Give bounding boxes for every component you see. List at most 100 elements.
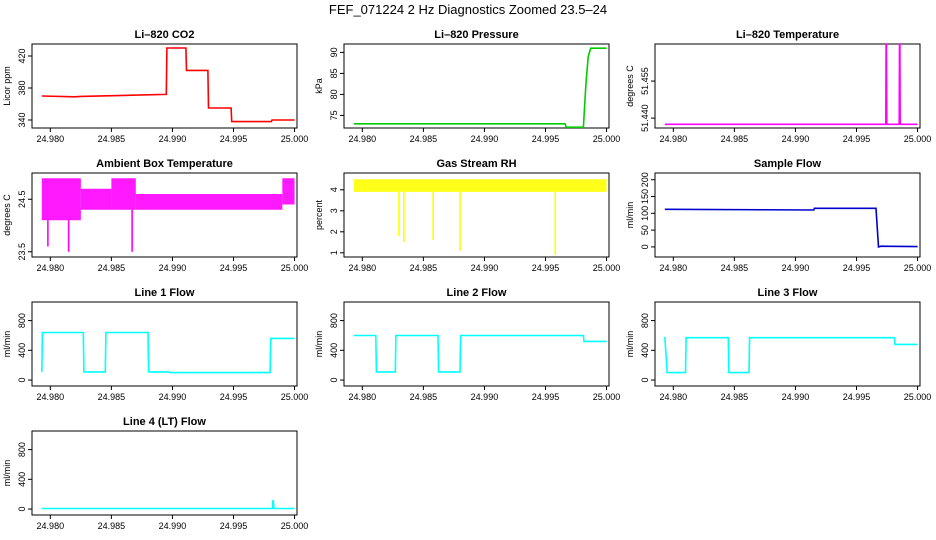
y-tick-label: 85 (329, 68, 339, 78)
y-axis-label: ml/min (2, 331, 12, 358)
series-line (41, 47, 295, 123)
y-tick-label: 51.455 (640, 67, 650, 95)
y-tick-label: 51.440 (640, 104, 650, 132)
x-tick-label: 24.980 (37, 263, 65, 273)
x-tick-label: 24.995 (220, 263, 248, 273)
x-tick-label: 25.000 (904, 134, 932, 144)
x-tick-label: 24.980 (349, 392, 377, 402)
plot-frame (31, 43, 298, 129)
x-tick-label: 24.980 (660, 263, 688, 273)
x-tick-label: 24.995 (843, 392, 871, 402)
x-tick-label: 24.985 (98, 134, 126, 144)
x-tick-label: 24.995 (532, 263, 560, 273)
y-axis-label: Licor ppm (2, 66, 12, 106)
y-axis-label: ml/min (2, 460, 12, 487)
y-tick-label: 1 (329, 250, 339, 255)
x-tick-label: 25.000 (593, 392, 621, 402)
y-tick-label: 75 (329, 110, 339, 120)
x-tick-label: 25.000 (593, 134, 621, 144)
plot-frame (343, 172, 610, 258)
x-tick-label: 24.990 (159, 263, 187, 273)
chart-panel: Line 1 Flow ml/min 24.980 24.985 24.990 24.99… (2, 287, 308, 402)
x-tick-label: 24.990 (471, 134, 499, 144)
chart-title: Sample Flow (754, 158, 822, 170)
x-tick-label: 25.000 (593, 263, 621, 273)
y-tick-label: 24.5 (17, 190, 27, 208)
y-tick-label: 200 (640, 172, 650, 187)
y-tick-label: 50 (640, 225, 650, 235)
y-tick-label: 340 (17, 112, 27, 127)
y-axis-label: ml/min (625, 331, 635, 358)
x-tick-label: 24.985 (98, 521, 126, 531)
chart-title: Line 4 (LT) Flow (123, 416, 206, 428)
x-tick-label: 24.985 (721, 392, 749, 402)
series-band (353, 179, 607, 192)
y-tick-label: 400 (329, 343, 339, 358)
x-tick-label: 24.995 (843, 134, 871, 144)
y-tick-label: 420 (17, 48, 27, 63)
series-line (664, 207, 918, 248)
y-tick-label: 0 (17, 378, 27, 383)
x-tick-label: 24.995 (532, 392, 560, 402)
x-tick-label: 24.990 (159, 392, 187, 402)
x-tick-label: 24.990 (782, 263, 810, 273)
x-tick-label: 24.990 (471, 263, 499, 273)
chart-panel: Line 4 (LT) Flow ml/min 24.980 24.985 24.990… (2, 416, 308, 531)
chart-title: Li–820 Temperature (736, 29, 839, 41)
plot-frame (654, 43, 921, 129)
y-tick-label: 800 (17, 313, 27, 328)
y-tick-label: 800 (640, 313, 650, 328)
y-tick-label: 0 (17, 507, 27, 512)
x-tick-label: 24.990 (159, 134, 187, 144)
x-tick-label: 25.000 (904, 392, 932, 402)
chart-panel: Li–820 CO2 Licor ppm 24.980 24.985 24.990 24.… (2, 29, 308, 144)
plot-frame (343, 301, 610, 387)
x-tick-label: 24.995 (220, 134, 248, 144)
series-band (41, 178, 81, 221)
chart-title: Line 2 Flow (447, 287, 507, 299)
chart-title: Li–820 Pressure (434, 29, 518, 41)
y-tick-label: 800 (329, 313, 339, 328)
x-tick-label: 24.995 (843, 263, 871, 273)
x-tick-label: 24.985 (98, 392, 126, 402)
x-tick-label: 24.995 (532, 134, 560, 144)
y-tick-label: 4 (329, 187, 339, 192)
series-line (353, 334, 607, 373)
y-tick-label: 0 (640, 244, 650, 249)
y-axis-label: ml/min (314, 331, 324, 358)
chart-title: Gas Stream RH (436, 158, 516, 170)
chart-panel: Line 2 Flow ml/min 24.980 24.985 24.990 24.99… (314, 287, 620, 402)
y-tick-label: 400 (17, 343, 27, 358)
series-band (282, 178, 295, 205)
x-tick-label: 24.980 (37, 134, 65, 144)
figure-title: FEF_071224 2 Hz Diagnostics Zoomed 23.5–… (328, 2, 608, 17)
x-tick-label: 25.000 (281, 263, 309, 273)
x-tick-label: 25.000 (281, 134, 309, 144)
x-tick-label: 24.990 (471, 392, 499, 402)
series-line (353, 47, 607, 128)
y-axis-label: degrees C (625, 65, 635, 107)
chart-panel: Sample Flow ml/min 24.980 24.985 24.990 24.99… (625, 158, 931, 273)
plot-frame (31, 172, 298, 258)
series-band (80, 188, 112, 210)
chart-title: Li–820 CO2 (135, 29, 195, 41)
chart-panel: Li–820 Temperature degrees C 24.980 24.985 2… (625, 29, 931, 144)
plot-frame (31, 301, 298, 387)
x-tick-label: 24.995 (220, 392, 248, 402)
chart-title: Line 1 Flow (135, 287, 195, 299)
series-line (664, 336, 918, 374)
plot-frame (654, 301, 921, 387)
series-line (41, 500, 295, 510)
x-tick-label: 25.000 (281, 392, 309, 402)
x-tick-label: 24.985 (410, 392, 438, 402)
y-tick-label: 0 (640, 378, 650, 383)
x-tick-label: 24.990 (159, 521, 187, 531)
chart-title: Ambient Box Temperature (96, 158, 233, 170)
x-tick-label: 24.985 (410, 134, 438, 144)
x-tick-label: 25.000 (904, 263, 932, 273)
x-tick-label: 24.980 (37, 521, 65, 531)
series-line (664, 43, 918, 126)
y-axis-label: ml/min (625, 202, 635, 229)
